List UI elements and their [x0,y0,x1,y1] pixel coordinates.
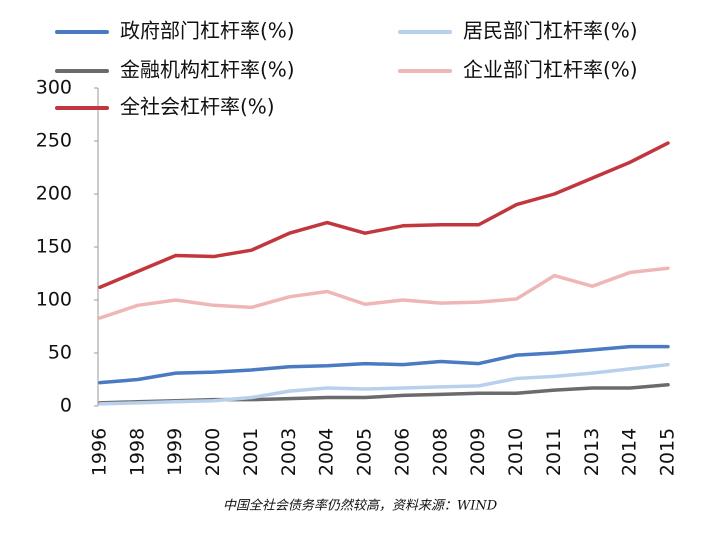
y-tick-label: 0 [60,395,72,417]
y-tick-label: 200 [36,183,72,205]
x-tick-label: 2013 [581,428,603,476]
x-tick-label: 1996 [89,428,111,476]
x-tick-label: 2009 [467,428,489,476]
legend-label: 金融机构杠杆率(%) [120,58,295,82]
y-tick-label: 100 [36,289,72,311]
series-line [98,344,670,385]
x-tick-label: 1999 [164,428,186,476]
x-tick-label: 2014 [619,428,641,476]
legend-label: 全社会杠杆率(%) [120,95,275,119]
x-tick-label: 2003 [278,428,300,476]
series-line [98,362,670,406]
x-tick-label: 2000 [202,428,224,476]
series-line [98,141,670,290]
legend-label: 企业部门杠杆率(%) [463,58,638,82]
legend-label: 居民部门杠杆率(%) [463,19,638,43]
series-line [98,266,670,320]
x-tick-label: 1998 [126,428,148,476]
y-tick-label: 150 [36,236,72,258]
x-tick-label: 2008 [429,428,451,476]
x-tick-label: 2005 [354,428,376,476]
x-tick-label: 2004 [316,428,338,476]
y-tick-label: 250 [36,130,72,152]
x-tick-label: 2006 [391,428,413,476]
x-tick-label: 2011 [543,428,565,476]
y-tick-label: 50 [48,342,72,364]
x-tick-label: 2010 [505,428,527,476]
x-tick-label: 2001 [240,428,262,476]
legend-label: 政府部门杠杆率(%) [120,19,295,43]
caption: 中国全社会债务率仍然较高，资料来源：WIND [223,498,498,514]
y-tick-label: 300 [36,77,72,99]
x-tick-label: 2015 [657,428,679,476]
